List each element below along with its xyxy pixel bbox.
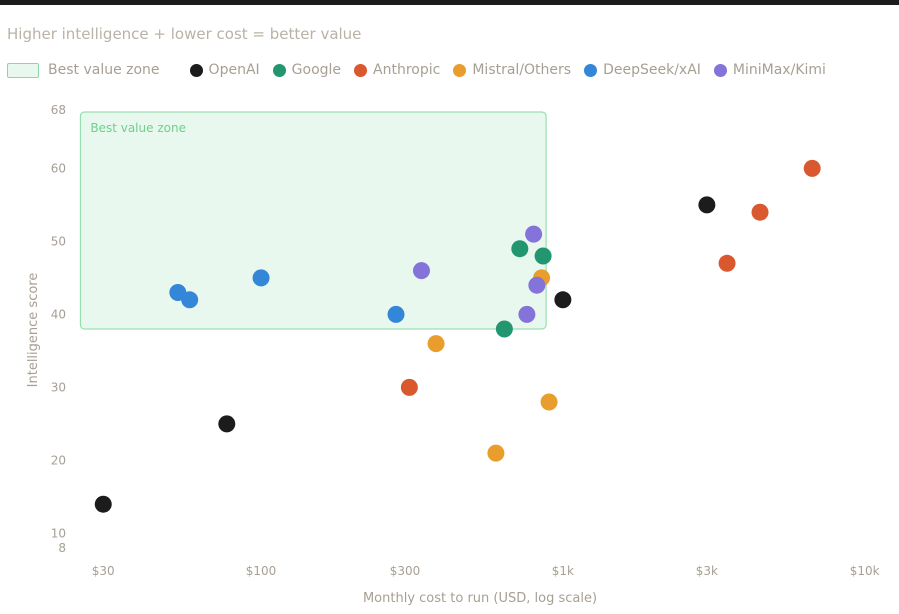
y-axis-label: Intelligence score (26, 273, 41, 388)
legend-item-mistral-others: Mistral/Others (453, 62, 571, 78)
data-point-google (534, 247, 552, 265)
legend-item-best-value-zone: Best value zone (7, 62, 160, 78)
x-tick-label: $30 (92, 564, 115, 578)
data-point-openai (94, 495, 112, 513)
best-value-zone (79, 111, 547, 330)
y-tick-label: 8 (58, 541, 66, 555)
legend-zone-swatch (7, 62, 39, 78)
y-tick-label: 50 (51, 234, 66, 248)
x-tick-label: $10k (850, 564, 880, 578)
data-point-minimax-kimi (525, 225, 543, 243)
legend-label: Anthropic (373, 62, 441, 78)
data-point-mistral-others (540, 393, 558, 411)
x-axis-label: Monthly cost to run (USD, log scale) (363, 591, 597, 606)
legend-item-anthropic: Anthropic (354, 62, 440, 78)
legend-label: DeepSeek/xAI (603, 62, 701, 78)
x-tick-label: $300 (390, 564, 421, 578)
y-tick-label: 40 (51, 307, 66, 321)
legend-dot (584, 63, 598, 77)
data-point-google (511, 240, 529, 258)
top-border (0, 0, 899, 5)
legend-label: Best value zone (48, 62, 160, 78)
data-point-anthropic (718, 254, 736, 272)
data-point-minimax-kimi (518, 305, 536, 323)
x-tick-label: $3k (696, 564, 718, 578)
legend-label: Google (291, 62, 342, 78)
data-point-deepseek-xai (181, 291, 199, 309)
best-value-zone-label: Best value zone (90, 121, 186, 135)
y-tick-label: 30 (51, 380, 66, 394)
data-point-anthropic (751, 203, 769, 221)
legend-item-minimax-kimi: MiniMax/Kimi (713, 62, 826, 78)
legend-dot (713, 63, 727, 77)
data-point-anthropic (400, 378, 418, 396)
data-point-minimax-kimi (528, 276, 546, 294)
legend-label: MiniMax/Kimi (732, 62, 826, 78)
legend-dot (189, 63, 203, 77)
legend-label: Mistral/Others (472, 62, 572, 78)
data-point-deepseek-xai (387, 305, 405, 323)
data-point-mistral-others (487, 444, 505, 462)
data-point-mistral-others (427, 335, 445, 353)
data-point-google (495, 320, 513, 338)
legend-item-google: Google (272, 62, 342, 78)
data-point-minimax-kimi (412, 262, 430, 280)
y-tick-label: 10 (51, 526, 66, 540)
legend-label: OpenAI (208, 62, 260, 78)
legend-item-openai: OpenAI (189, 62, 260, 78)
y-tick-label: 60 (51, 161, 66, 175)
legend-dot (272, 63, 286, 77)
data-point-deepseek-xai (252, 269, 270, 287)
legend-dot (453, 63, 467, 77)
data-point-openai (554, 291, 572, 309)
x-tick-label: $1k (552, 564, 574, 578)
data-point-anthropic (803, 159, 821, 177)
legend: Best value zone OpenAI Google Anthropic … (7, 60, 839, 80)
y-tick-label: 68 (51, 103, 66, 117)
y-tick-label: 20 (51, 453, 66, 467)
legend-dot (354, 63, 368, 77)
data-point-openai (218, 415, 236, 433)
data-point-openai (698, 196, 716, 214)
legend-item-deepseek-xai: DeepSeek/xAI (584, 62, 701, 78)
x-tick-label: $100 (246, 564, 277, 578)
chart-title: Higher intelligence + lower cost = bette… (7, 25, 362, 43)
